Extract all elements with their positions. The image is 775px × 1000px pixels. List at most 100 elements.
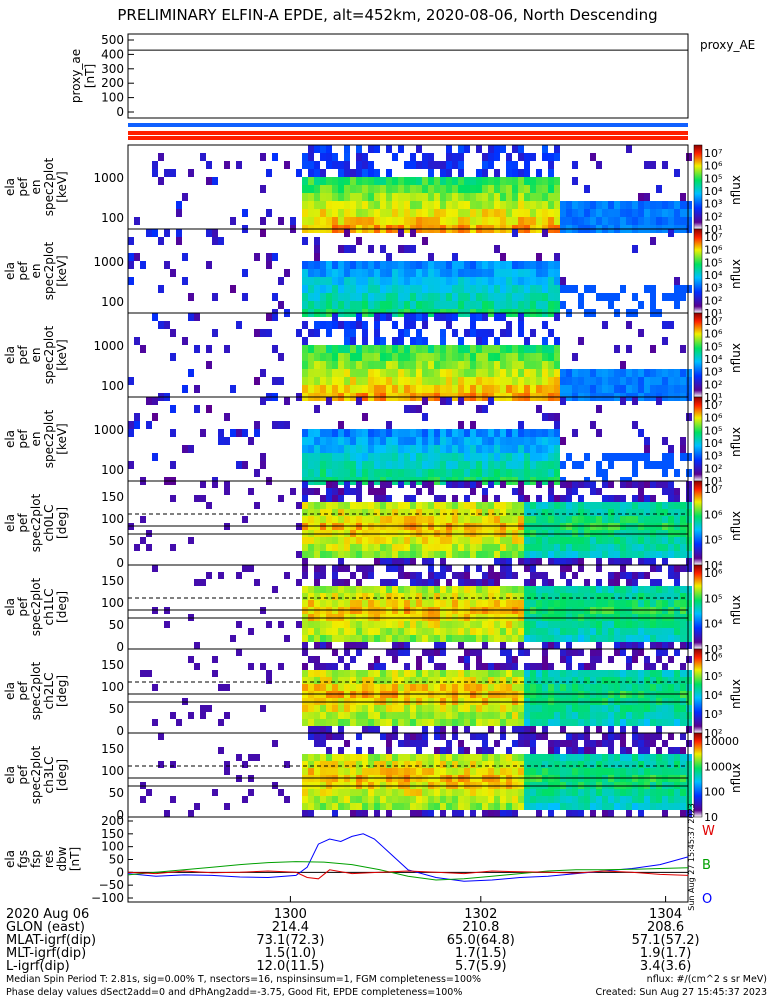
colorbar-tick-label: 10¹: [704, 391, 722, 404]
bfield-tick-label: 0: [116, 865, 124, 879]
bfield-legend-O: O: [702, 892, 712, 907]
axis-label: spec2plot: [29, 745, 43, 804]
axis-label: spec2plot: [42, 157, 56, 216]
colorbar-tick-label: 10¹: [704, 223, 722, 236]
colorbar-tick-label: 10⁴: [704, 618, 723, 631]
axis-label: ch2LC: [42, 673, 56, 710]
bfield-series-W: [127, 869, 689, 880]
axis-label: spec2plot: [29, 493, 43, 552]
proxy-ae-tick-label: 100: [101, 91, 124, 105]
proxy-ae-tick-label: 0: [116, 105, 124, 119]
colorbar-tick-label: 100: [704, 786, 725, 799]
y-tick-label: 100: [101, 512, 124, 526]
proxy-ae-frame: [127, 33, 689, 119]
axis-label: [keV]: [55, 255, 69, 286]
y-tick-label: 150: [101, 574, 124, 588]
proxy-ae-right-label: proxy_AE: [700, 38, 755, 52]
colorbar-tick-label: 10⁴: [704, 437, 723, 450]
y-tick-label: 100: [101, 295, 124, 309]
colorbar: [693, 228, 703, 314]
bfield-axis-label: dbw: [55, 846, 69, 871]
bfield-axis-label: res: [42, 850, 56, 868]
footer-row-value: 3.4(3.6): [639, 959, 692, 974]
colorbar-tick-label: 10³: [704, 282, 722, 295]
axis-label: ela: [3, 766, 17, 784]
bfield-tick-label: 50: [109, 853, 124, 867]
footer-units: nflux: #/(cm^2 s sr MeV): [646, 974, 767, 985]
y-tick-label: 0: [116, 640, 124, 654]
axis-label: ela: [3, 430, 17, 448]
y-tick-label: 100: [101, 379, 124, 393]
colorbar: [693, 564, 703, 650]
colorbar-tick-label: 10⁵: [704, 424, 722, 437]
proxy-ae-axis-label: proxy_ae: [69, 49, 83, 103]
plot-title: PRELIMINARY ELFIN-A EPDE, alt=452km, 202…: [117, 6, 658, 24]
y-tick-label: 50: [109, 702, 124, 716]
axis-label: [deg]: [55, 675, 69, 707]
stripe-white: [128, 128, 688, 131]
axis-label: [deg]: [55, 507, 69, 539]
footer-row-label: 2020 Aug 06: [6, 907, 90, 922]
footer-row-value: 12.0(11.5): [256, 959, 325, 974]
bfield-series-O: [127, 833, 689, 882]
bfield-tick-label: 150: [101, 827, 124, 841]
colorbar-tick-label: 10³: [704, 366, 722, 379]
axis-label: pef: [16, 177, 30, 197]
colorbar-tick-label: 10⁴: [704, 559, 723, 572]
colorbar-tick-label: 10⁴: [704, 269, 723, 282]
footer-created: Created: Sun Aug 27 15:45:37 2023: [595, 987, 767, 998]
bfield-axis-label: fgs: [16, 850, 30, 868]
footer-row-value: 1304: [649, 907, 683, 922]
colorbar-tick-label: 10000: [704, 735, 739, 748]
colorbar-tick-label: 10⁴: [704, 689, 723, 702]
footer-info-line-2: Phase delay values dSect2add=0 and dPhAn…: [6, 987, 463, 998]
colorbar-tick-label: 10¹: [704, 475, 722, 488]
bfield-legend-W: W: [702, 824, 715, 839]
proxy-ae-tick-label: 500: [101, 33, 124, 47]
axis-label: en: [29, 348, 43, 363]
colorbar-tick-label: 10²: [704, 294, 722, 307]
proxy-ae-tick-label: 300: [101, 62, 124, 76]
axis-label: spec2plot: [42, 409, 56, 468]
colorbar-tick-label: 10⁵: [704, 534, 722, 547]
footer-row-label: L-igrf(dip): [6, 959, 70, 974]
colorbar-tick-label: 10⁶: [704, 567, 723, 580]
footer-row-label: MLT-igrf(dip): [6, 946, 87, 961]
colorbar: [693, 648, 703, 734]
footer-row-value: 1.7(1.5): [455, 946, 507, 961]
footer-row-value: 208.6: [646, 920, 685, 935]
colorbar-tick-label: 10²: [704, 727, 722, 740]
footer-row-label: GLON (east): [6, 920, 85, 935]
axis-label: en: [29, 180, 43, 195]
colorbar-tick-label: 10²: [704, 378, 722, 391]
colorbar-tick-label: 10⁶: [704, 244, 723, 257]
proxy-ae-tick-label: 400: [101, 47, 124, 61]
axis-label: pef: [16, 345, 30, 365]
y-tick-label: 150: [101, 490, 124, 504]
colorbar: [693, 396, 703, 482]
colorbar-tick-label: 10³: [704, 708, 722, 721]
axis-label: ela: [3, 598, 17, 616]
created-stamp-vertical: Sun Aug 27 15:45:37 2023: [687, 803, 696, 910]
y-tick-label: 50: [109, 534, 124, 548]
colorbar-tick-label: 10⁷: [704, 231, 722, 244]
axis-label: ch1LC: [42, 589, 56, 626]
stripe-blue: [128, 123, 688, 127]
bfield-tick-label: −100: [91, 891, 124, 905]
footer-row-value: 1302: [464, 907, 498, 922]
colorbar-tick-label: 10²: [704, 462, 722, 475]
colorbar-tick-label: 10⁷: [704, 399, 722, 412]
colorbar-tick-label: 10⁶: [704, 160, 723, 173]
footer-row-value: 210.8: [462, 920, 500, 935]
axis-label: ela: [3, 262, 17, 280]
axis-label: spec2plot: [42, 241, 56, 300]
y-tick-label: 1000: [93, 255, 124, 269]
colorbar: [693, 732, 703, 818]
footer-row-value: 5.7(5.9): [455, 959, 507, 974]
bfield-axis-label: fsp: [29, 850, 43, 868]
colorbar-tick-label: 10⁷: [704, 315, 722, 328]
